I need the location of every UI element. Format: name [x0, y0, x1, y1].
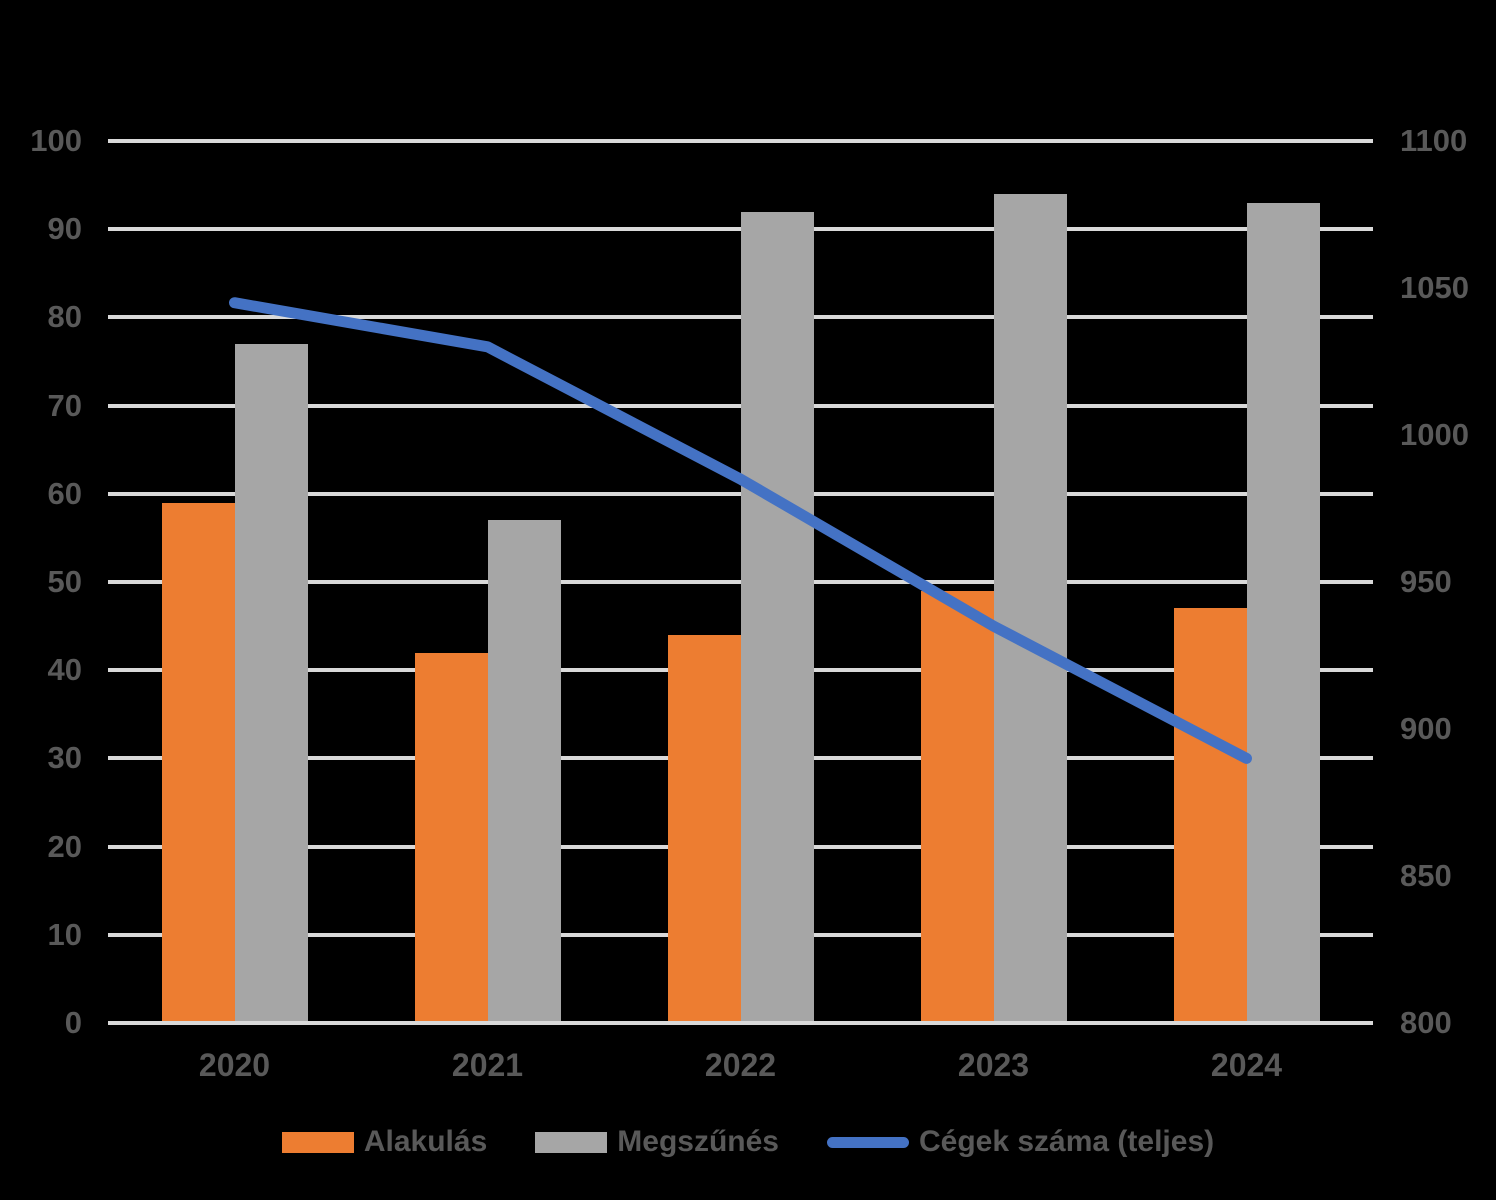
- legend-label-alakulas: Alakulás: [363, 1125, 488, 1158]
- cegek-szama-teljes-line: [229, 297, 1252, 764]
- right-axis-tick-800: 800: [1400, 1005, 1452, 1040]
- gridline: [108, 139, 1373, 143]
- right-axis-tick-950: 950: [1400, 564, 1452, 599]
- left-axis-tick-50: 50: [47, 564, 82, 599]
- right-axis-tick-1100: 1100: [1400, 123, 1468, 158]
- left-axis-tick-20: 20: [47, 828, 82, 864]
- left-axis-tick-60: 60: [47, 475, 82, 511]
- alakulas-bar-2020: [161, 502, 235, 1023]
- left-axis-tick-30: 30: [47, 740, 82, 776]
- legend-item-cegek-szama: Cégek száma (teljes): [826, 1125, 1215, 1159]
- alakulas-swatch-icon: [281, 1131, 354, 1153]
- x-axis-label-2021: 2021: [451, 1047, 524, 1083]
- right-axis-tick-850: 850: [1400, 858, 1452, 893]
- legend-label-cegek-szama: Cégek száma (teljes): [918, 1125, 1215, 1158]
- legend-label-megszunes: Megszűnés: [617, 1125, 779, 1158]
- megszunes-bar-2022: [740, 211, 814, 1023]
- cegek-szama-line-swatch-icon: [826, 1136, 909, 1148]
- megszunes-bar-2020: [234, 343, 308, 1023]
- megszunes-bar-2021: [487, 520, 561, 1023]
- legend-item-megszunes: Megszűnés: [535, 1125, 779, 1159]
- right-axis-tick-1000: 1000: [1400, 417, 1469, 452]
- megszunes-bar-2023: [993, 193, 1067, 1023]
- right-axis-tick-1050: 1050: [1400, 270, 1469, 305]
- megszunes-swatch-icon: [535, 1131, 608, 1153]
- right-axis-tick-900: 900: [1400, 711, 1452, 746]
- x-axis-label-2024: 2024: [1210, 1047, 1283, 1083]
- x-axis-label-2020: 2020: [198, 1047, 271, 1083]
- left-axis-tick-10: 10: [47, 916, 82, 952]
- alakulas-bar-2024: [1173, 608, 1247, 1023]
- left-axis-tick-0: 0: [64, 1005, 82, 1040]
- alakulas-bar-2021: [414, 652, 488, 1023]
- alakulas-bar-2022: [667, 634, 741, 1023]
- left-axis-tick-100: 100: [30, 123, 82, 158]
- left-axis-tick-70: 70: [47, 387, 82, 423]
- left-axis-tick-40: 40: [47, 652, 82, 688]
- alakulas-bar-2023: [920, 590, 994, 1023]
- left-axis-tick-80: 80: [47, 299, 82, 335]
- x-axis-label-2023: 2023: [957, 1047, 1030, 1083]
- legend-item-alakulas: Alakulás: [281, 1125, 488, 1159]
- legend: Alakulás Megszűnés Cégek száma (teljes): [0, 1124, 1496, 1160]
- x-axis-line: [108, 1021, 1373, 1025]
- x-axis-label-2022: 2022: [704, 1047, 777, 1083]
- left-axis-tick-90: 90: [47, 211, 82, 247]
- megszunes-bar-2024: [1246, 202, 1320, 1023]
